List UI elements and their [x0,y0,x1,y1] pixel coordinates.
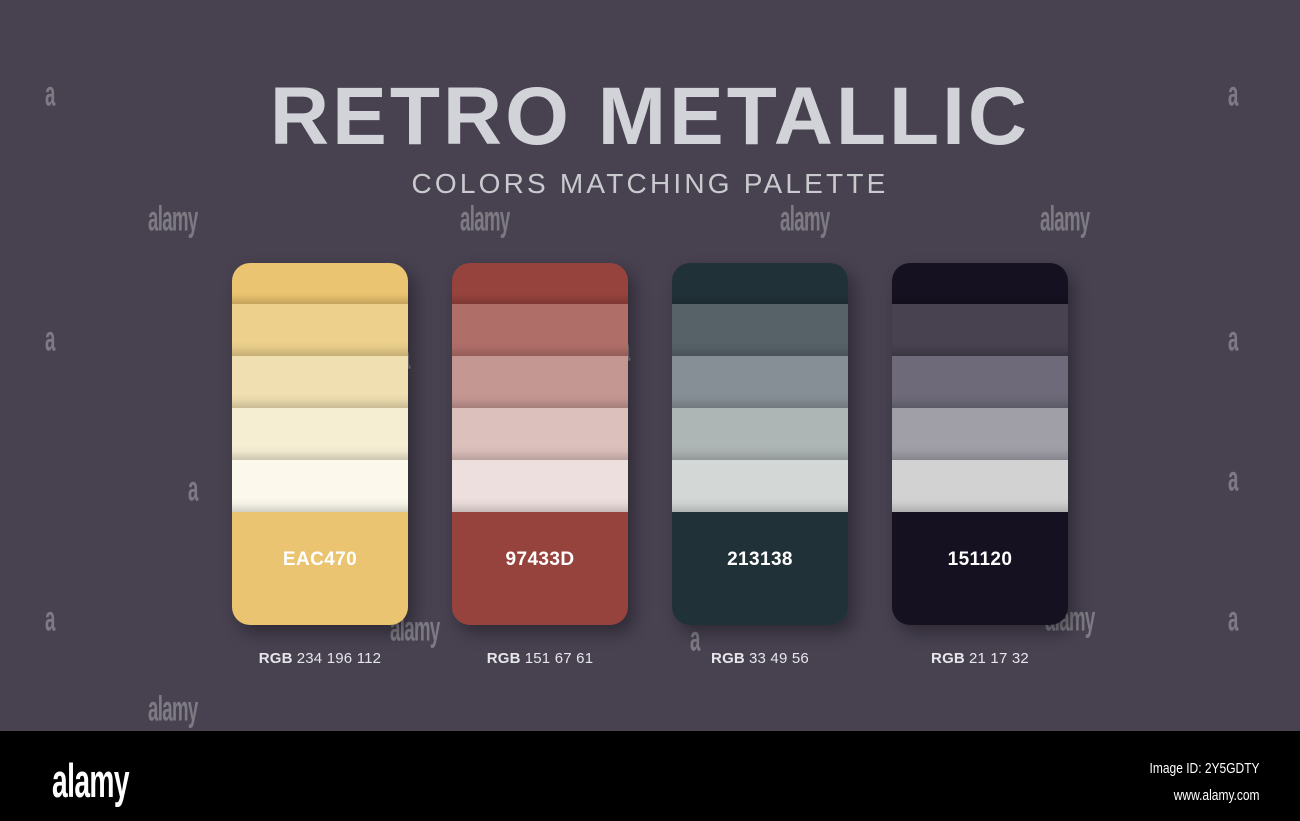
color-card-base: 97433D [452,512,628,625]
alamy-watermark: alamy [148,200,198,239]
color-band [232,304,408,356]
color-card[interactable]: 97433D [452,263,628,625]
color-band [672,460,848,512]
color-band [232,408,408,460]
rgb-value-label: RGB 151 67 61 [487,650,593,667]
hex-code-label: 213138 [727,549,793,570]
color-band [232,356,408,408]
color-band [232,460,408,512]
rgb-value-label: RGB 33 49 56 [711,650,809,667]
color-card-base: 213138 [672,512,848,625]
swatch-row: EAC470 RGB 234 196 112 97433D RGB 151 67 61 21… [0,263,1300,667]
color-band [892,460,1068,512]
swatch-column: 97433D RGB 151 67 61 [452,263,628,667]
rgb-numbers: 33 49 56 [748,650,809,667]
rgb-numbers: 21 17 32 [968,650,1029,667]
alamy-watermark: alamy [148,690,198,729]
alamy-watermark: alamy [1040,200,1090,239]
color-band [892,356,1068,408]
color-band [892,304,1068,356]
swatch-column: 213138 RGB 33 49 56 [672,263,848,667]
color-card-base: 151120 [892,512,1068,625]
color-band [892,408,1068,460]
color-card[interactable]: 213138 [672,263,848,625]
alamy-watermark: alamy [460,200,510,239]
rgb-tag: RGB [711,650,745,667]
swatch-column: EAC470 RGB 234 196 112 [232,263,408,667]
color-band [672,304,848,356]
color-band [672,408,848,460]
hex-code-label: 151120 [947,549,1013,570]
rgb-tag: RGB [931,650,965,667]
alamy-logo: alamy [52,754,130,807]
rgb-value-label: RGB 234 196 112 [259,650,381,667]
color-card[interactable]: EAC470 [232,263,408,625]
color-card-base: EAC470 [232,512,408,625]
color-band [452,408,628,460]
page-subtitle: COLORS MATCHING PALETTE [411,168,889,199]
hex-code-label: EAC470 [282,549,358,570]
color-band [452,304,628,356]
alamy-watermark: alamy [780,200,830,239]
rgb-numbers: 151 67 61 [524,650,594,667]
image-id-text: Image ID: 2Y5GDTY [1149,760,1260,777]
page-title: RETRO METALLIC [269,71,1031,162]
color-band [892,263,1068,304]
footer-meta: Image ID: 2Y5GDTY www.alamy.com [1122,755,1260,809]
hex-code-label: 97433D [505,549,575,570]
color-band [672,263,848,304]
alamy-footer-bar: alamy Image ID: 2Y5GDTY www.alamy.com [0,731,1300,821]
rgb-tag: RGB [486,650,521,667]
color-band [452,460,628,512]
color-card[interactable]: 151120 [892,263,1068,625]
swatch-column: 151120 RGB 21 17 32 [892,263,1068,667]
rgb-tag: RGB [258,650,293,667]
rgb-value-label: RGB 21 17 32 [931,650,1029,667]
rgb-numbers: 234 196 112 [296,650,382,667]
website-text: www.alamy.com [1174,787,1260,804]
palette-artboard: aalamyaaaalamyaaalamyalamyaaaalamyaaaala… [0,0,1300,731]
color-band [672,356,848,408]
color-band [452,356,628,408]
color-band [232,263,408,304]
color-band [452,263,628,304]
